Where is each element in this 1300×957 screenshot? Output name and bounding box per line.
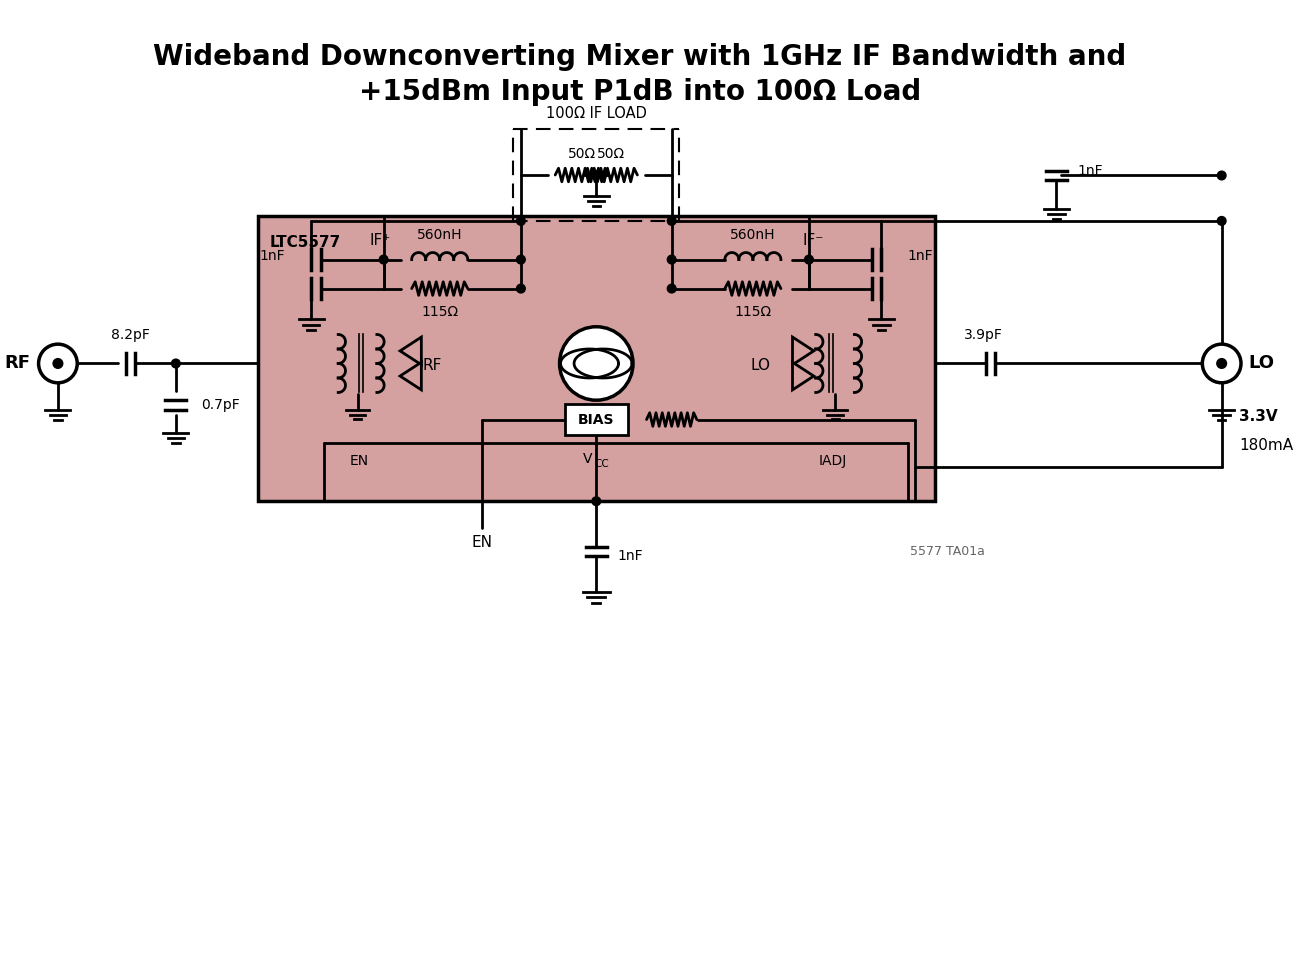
FancyBboxPatch shape — [257, 216, 935, 501]
Text: V: V — [582, 452, 593, 466]
Text: 100Ω IF LOAD: 100Ω IF LOAD — [546, 106, 646, 122]
Circle shape — [516, 256, 525, 264]
Circle shape — [53, 359, 62, 368]
Text: 1nF: 1nF — [260, 249, 285, 263]
Text: 0.7pF: 0.7pF — [202, 398, 239, 412]
Circle shape — [516, 216, 525, 225]
Text: EN: EN — [350, 454, 369, 468]
Circle shape — [592, 497, 601, 505]
Text: LTC5577: LTC5577 — [269, 235, 341, 251]
Text: 1nF: 1nF — [1078, 164, 1104, 178]
Text: 560nH: 560nH — [417, 228, 463, 242]
Text: LO: LO — [750, 358, 771, 373]
Text: 1nF: 1nF — [907, 249, 933, 263]
Text: 560nH: 560nH — [731, 228, 776, 242]
Circle shape — [1217, 216, 1226, 225]
Text: 1nF: 1nF — [618, 549, 644, 564]
Polygon shape — [793, 337, 814, 365]
FancyBboxPatch shape — [566, 404, 628, 435]
Text: IADJ: IADJ — [819, 454, 848, 468]
Text: +15dBm Input P1dB into 100Ω Load: +15dBm Input P1dB into 100Ω Load — [359, 78, 920, 106]
Circle shape — [39, 345, 77, 383]
Circle shape — [667, 256, 676, 264]
Circle shape — [559, 326, 633, 400]
Text: 180mA: 180mA — [1239, 437, 1294, 453]
Text: RF: RF — [5, 354, 31, 372]
Text: 5577 TA01a: 5577 TA01a — [910, 545, 985, 558]
Text: 50Ω: 50Ω — [597, 147, 625, 162]
Text: LO: LO — [1249, 354, 1275, 372]
Text: CC: CC — [594, 459, 610, 470]
Polygon shape — [400, 337, 421, 365]
Circle shape — [805, 256, 814, 264]
Text: 115Ω: 115Ω — [734, 305, 771, 319]
Circle shape — [667, 216, 676, 225]
Circle shape — [1217, 359, 1226, 368]
Text: BIAS: BIAS — [578, 412, 615, 427]
Text: 8.2pF: 8.2pF — [111, 328, 150, 343]
Circle shape — [172, 359, 181, 367]
Text: RF: RF — [422, 358, 442, 373]
Circle shape — [1202, 345, 1242, 383]
Text: EN: EN — [472, 535, 493, 550]
Circle shape — [516, 284, 525, 293]
Text: 3.3V: 3.3V — [1239, 409, 1278, 424]
Polygon shape — [400, 362, 421, 389]
Circle shape — [667, 284, 676, 293]
Text: Wideband Downconverting Mixer with 1GHz IF Bandwidth and: Wideband Downconverting Mixer with 1GHz … — [153, 43, 1126, 71]
Text: 3.9pF: 3.9pF — [963, 328, 1002, 343]
Circle shape — [1217, 171, 1226, 180]
Text: 50Ω: 50Ω — [568, 147, 595, 162]
Circle shape — [592, 170, 601, 179]
Text: IF⁻: IF⁻ — [802, 234, 823, 249]
Polygon shape — [793, 362, 814, 389]
Circle shape — [380, 256, 387, 264]
Text: IF⁺: IF⁺ — [369, 234, 390, 249]
Text: 115Ω: 115Ω — [421, 305, 459, 319]
